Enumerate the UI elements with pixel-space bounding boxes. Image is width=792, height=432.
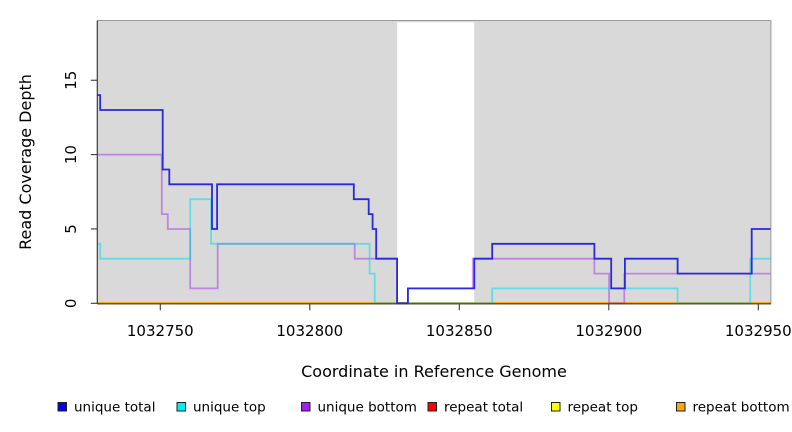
masked-no-data-region bbox=[397, 22, 475, 304]
legend-label: repeat total bbox=[444, 400, 523, 416]
x-tick-label: 1032750 bbox=[127, 322, 194, 340]
axes-layer: 1032750 1032800 1032850 1032900 1032950 0 5 10 1… bbox=[62, 20, 792, 340]
x-tick-label: 1032800 bbox=[276, 322, 343, 340]
legend-label: unique bottom bbox=[318, 400, 417, 416]
legend-swatch-repeat-total bbox=[427, 402, 437, 412]
legend-swatch-repeat-top bbox=[551, 402, 561, 412]
legend-swatch-unique-top bbox=[176, 402, 186, 412]
legend-swatch-unique-bottom bbox=[301, 402, 311, 412]
legend-item-repeat-total: repeat total bbox=[427, 400, 523, 416]
legend-swatch-unique-total bbox=[57, 402, 67, 412]
x-axis-title: Coordinate in Reference Genome bbox=[301, 362, 567, 381]
x-tick-label: 1032850 bbox=[426, 322, 493, 340]
legend-label: repeat top bbox=[568, 400, 638, 416]
legend-label: unique top bbox=[193, 400, 266, 416]
series-line-unique-total bbox=[97, 94, 771, 305]
legend-item-unique-total: unique total bbox=[57, 400, 155, 416]
y-tick-label: 10 bbox=[62, 145, 80, 164]
plot-background-layer bbox=[97, 20, 771, 304]
legend-label: unique total bbox=[74, 400, 155, 416]
y-tick-label: 0 bbox=[62, 299, 80, 309]
legend-item-unique-bottom: unique bottom bbox=[301, 400, 417, 416]
legend-item-repeat-bottom: repeat bottom bbox=[676, 400, 790, 416]
legend-swatch-repeat-bottom bbox=[676, 402, 686, 412]
x-tick-label: 1032950 bbox=[725, 322, 792, 340]
y-tick-label: 15 bbox=[62, 71, 80, 90]
x-tick-label: 1032900 bbox=[575, 322, 642, 340]
legend-label: repeat bottom bbox=[693, 400, 790, 416]
legend-item-repeat-top: repeat top bbox=[551, 400, 638, 416]
y-tick-label: 5 bbox=[62, 224, 80, 234]
y-axis-title: Read Coverage Depth bbox=[16, 74, 35, 250]
legend-item-unique-top: unique top bbox=[176, 400, 266, 416]
legend: unique total unique top unique bottom repea… bbox=[57, 400, 790, 416]
